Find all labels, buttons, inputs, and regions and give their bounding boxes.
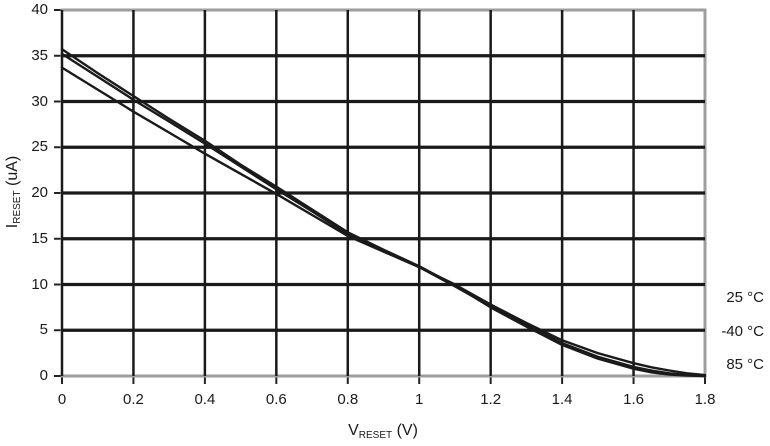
- x-tick-label: 0.2: [123, 391, 144, 408]
- x-tick-label: 1.4: [551, 391, 573, 408]
- y-axis-title-unit: (uA): [4, 155, 21, 191]
- y-tick-label: 30: [31, 92, 48, 110]
- x-tick-label: 1.8: [694, 391, 716, 408]
- y-tick-label: 20: [31, 184, 48, 201]
- x-axis-title-symbol: V: [348, 422, 359, 439]
- y-tick-label: 10: [31, 275, 48, 293]
- x-tick-label: 0.8: [337, 391, 359, 408]
- y-axis-title-symbol: I: [4, 223, 21, 229]
- x-tick-label: 0.4: [194, 391, 216, 408]
- x-axis-title: VRESET (V): [348, 422, 418, 441]
- y-tick-label: 5: [39, 321, 48, 339]
- y-tick-label: 40: [31, 1, 48, 18]
- y-axis-title: IRESET (uA): [4, 155, 23, 229]
- y-tick-label: 35: [31, 46, 48, 64]
- x-tick-label: 0.6: [265, 391, 287, 408]
- x-tick-label: 1.2: [480, 391, 502, 408]
- y-tick-label: 0: [39, 367, 48, 384]
- y-tick-label: 25: [31, 138, 48, 156]
- x-axis-title-subscript: RESET: [358, 430, 393, 441]
- y-axis-title-subscript: RESET: [12, 190, 23, 224]
- x-tick-label: 0: [57, 391, 67, 408]
- curve-85C: [60, 66, 707, 377]
- x-tick-label: 1.6: [623, 391, 644, 408]
- x-tick-label: 1: [415, 391, 424, 408]
- x-axis-title-unit: (V): [392, 422, 418, 439]
- y-tick-label: 15: [31, 229, 48, 247]
